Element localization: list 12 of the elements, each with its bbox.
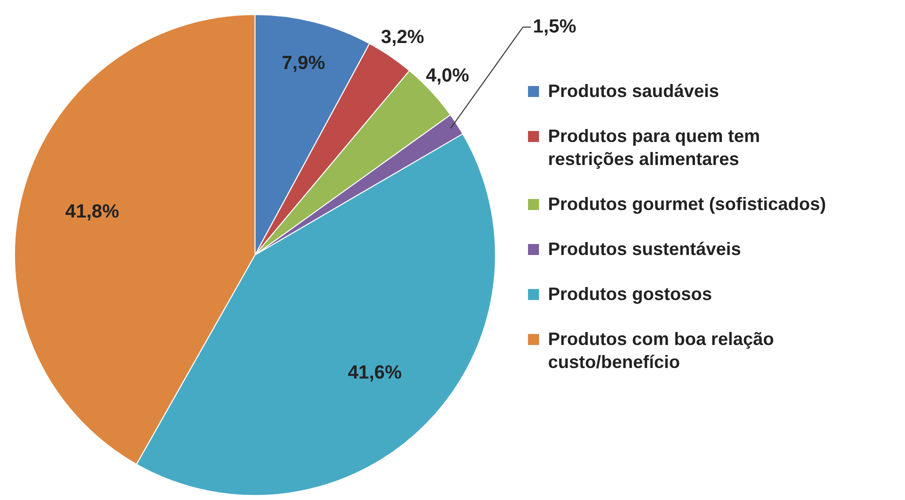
legend-label: Produtos para quem tem restrições alimentares <box>548 125 762 171</box>
data-label: 41,8% <box>65 201 120 222</box>
legend-label: Produtos gourmet (sofisticados) <box>548 193 826 216</box>
data-label: 41,6% <box>348 362 402 384</box>
legend-label: Produtos saudáveis <box>548 80 720 103</box>
data-label: 3,2% <box>380 27 424 48</box>
legend-label: Produtos gostosos <box>548 283 712 306</box>
legend-label: Produtos sustentáveis <box>548 238 742 261</box>
data-label: 7,9% <box>282 53 326 74</box>
data-label: 4,0% <box>426 66 470 87</box>
data-label: 1,5% <box>532 16 576 38</box>
legend-label: Produtos com boa relação custo/benefício <box>548 328 776 374</box>
